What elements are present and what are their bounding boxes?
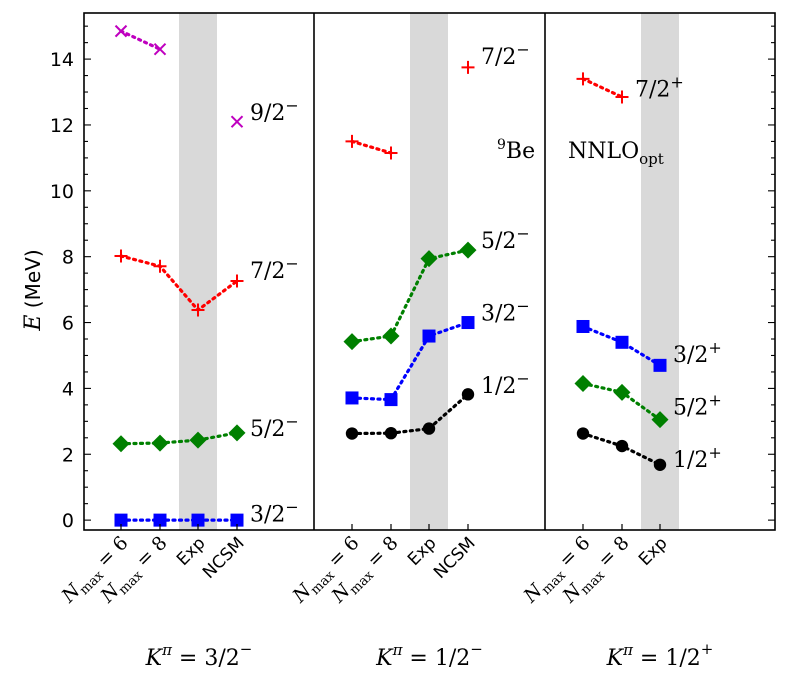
series-line bbox=[350, 139, 393, 155]
circle-marker bbox=[576, 427, 590, 440]
level-label: 7/2+ bbox=[635, 73, 684, 103]
y-tick-label: 14 bbox=[50, 49, 74, 71]
exp-band bbox=[410, 13, 448, 530]
series-line bbox=[119, 431, 239, 446]
circle-marker bbox=[345, 427, 359, 440]
plus-marker bbox=[230, 274, 244, 288]
circle-marker bbox=[461, 388, 475, 401]
k-pi-label: Kπ = 1/2+ bbox=[606, 640, 714, 671]
x-tick-label: NCSM bbox=[430, 533, 480, 583]
plus-marker bbox=[384, 146, 398, 160]
square-marker bbox=[576, 319, 590, 333]
plus-marker bbox=[615, 90, 629, 104]
diamond-marker bbox=[651, 411, 669, 429]
y-tick-label: 6 bbox=[62, 313, 74, 335]
exp-band bbox=[641, 13, 679, 530]
circle-marker bbox=[653, 458, 667, 471]
y-tick-label: 8 bbox=[62, 247, 74, 269]
series-line bbox=[350, 248, 470, 344]
y-axis-label: E (MeV) bbox=[21, 249, 46, 331]
k-pi-label: Kπ = 3/2− bbox=[145, 640, 253, 671]
diamond-marker bbox=[382, 327, 400, 345]
square-marker bbox=[615, 335, 629, 349]
series-line bbox=[581, 77, 624, 99]
level-label: 5/2− bbox=[250, 412, 299, 442]
level-label: 9/2− bbox=[250, 96, 299, 126]
square-marker bbox=[153, 513, 167, 527]
level-label: 7/2− bbox=[481, 40, 530, 70]
square-marker bbox=[191, 513, 205, 527]
level-label: 5/2+ bbox=[673, 391, 722, 421]
plus-marker bbox=[153, 259, 167, 273]
plus-marker bbox=[191, 303, 205, 317]
plus-marker bbox=[461, 60, 475, 74]
plus-marker bbox=[114, 249, 128, 263]
level-label: 1/2− bbox=[481, 369, 530, 399]
interaction-annotation: NNLOopt bbox=[568, 139, 664, 168]
plus-marker bbox=[345, 134, 359, 148]
diamond-marker bbox=[228, 424, 246, 442]
plus-marker bbox=[576, 72, 590, 86]
x-tick-label: Nmax = 6 bbox=[519, 532, 598, 611]
x-tick-label: NCSM bbox=[199, 533, 249, 583]
data-series bbox=[112, 24, 669, 527]
series-line bbox=[119, 29, 162, 51]
series-line bbox=[119, 254, 239, 313]
level-label: 3/2+ bbox=[673, 338, 722, 368]
square-marker bbox=[230, 513, 244, 527]
y-tick-label: 10 bbox=[50, 181, 74, 203]
y-tick-label: 4 bbox=[62, 378, 74, 400]
x-tick-label: Nmax = 6 bbox=[288, 532, 367, 611]
x-tick-label: Nmax = 6 bbox=[57, 532, 136, 611]
square-marker bbox=[461, 316, 475, 330]
y-tick-label: 2 bbox=[62, 444, 74, 466]
square-marker bbox=[384, 393, 398, 407]
diamond-marker bbox=[189, 431, 207, 449]
y-tick-label: 0 bbox=[62, 510, 74, 532]
exp-band bbox=[179, 13, 217, 530]
nucleus-annotation: 9Be bbox=[497, 137, 535, 164]
series-line bbox=[350, 392, 470, 436]
circle-marker bbox=[422, 422, 436, 435]
diamond-marker bbox=[420, 250, 438, 268]
circle-marker bbox=[384, 426, 398, 440]
diamond-marker bbox=[613, 383, 631, 401]
y-axis: 0 2 4 6 8 10 12 14 bbox=[50, 25, 775, 532]
diamond-marker bbox=[459, 241, 477, 259]
level-label: 3/2− bbox=[250, 498, 299, 528]
level-label: 5/2− bbox=[481, 224, 530, 254]
level-label: 1/2+ bbox=[673, 443, 722, 473]
circle-marker bbox=[615, 439, 629, 453]
series-line bbox=[350, 320, 470, 402]
x-marker bbox=[230, 115, 244, 128]
level-label: 3/2− bbox=[481, 297, 530, 327]
x-marker bbox=[153, 43, 167, 56]
square-marker bbox=[422, 329, 436, 343]
diamond-marker bbox=[112, 435, 130, 453]
x-marker bbox=[114, 24, 128, 38]
level-labels: 3/2− 5/2− 7/2− 9/2− 1/2− 3/2− 5/2− 7/2− 1/2+ 5/2+… bbox=[250, 40, 722, 528]
square-marker bbox=[114, 513, 128, 527]
diamond-marker bbox=[343, 333, 361, 351]
square-marker bbox=[345, 391, 359, 405]
level-label: 7/2− bbox=[250, 254, 299, 284]
experimental-bands bbox=[179, 13, 679, 530]
k-pi-label: Kπ = 1/2− bbox=[375, 640, 483, 671]
square-marker bbox=[653, 358, 667, 372]
diamond-marker bbox=[574, 374, 592, 392]
diamond-marker bbox=[151, 434, 169, 452]
y-tick-label: 12 bbox=[50, 115, 74, 137]
x-tick-label: Exp bbox=[635, 533, 671, 569]
